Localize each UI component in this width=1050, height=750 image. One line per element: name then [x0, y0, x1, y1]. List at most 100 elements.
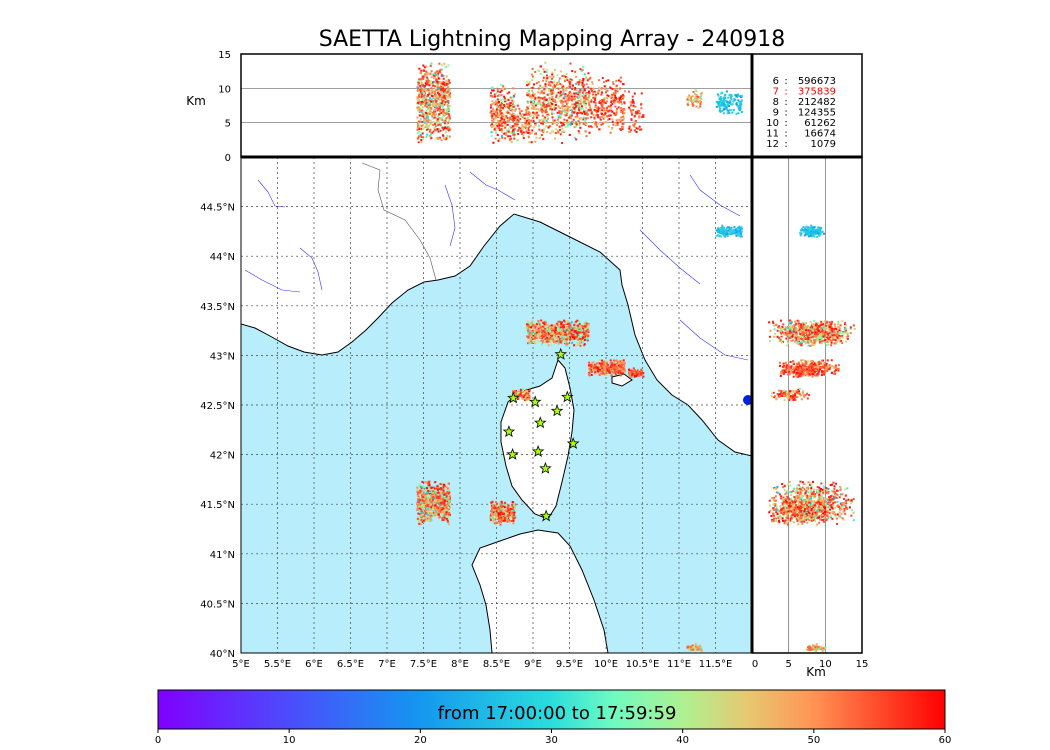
station-count-value: 375839 [798, 87, 836, 98]
station-count-label: 12 [766, 139, 779, 150]
cluster-genoa-east-alt-lat [799, 224, 826, 238]
top-ytick-label: 15 [218, 50, 231, 61]
marker-dot [743, 395, 752, 405]
cluster-corsica-west-alt-lon [489, 84, 517, 144]
map-gridlines [241, 157, 752, 653]
top-ytick-label: 10 [218, 84, 231, 95]
lon-tick-label: 6.5°E [337, 659, 364, 670]
altitude-lat-panel: 0 5 10 15 Km [751, 156, 869, 679]
lat-tick-labels: 40°N 40.5°N 41°N 41.5°N 42°N 42.5°N 43°N 43.5°N… [200, 203, 235, 660]
station-count-label: 7 [773, 87, 779, 98]
station-count-value: 212482 [798, 97, 836, 108]
colorbar-tick-label: 50 [807, 735, 820, 746]
cluster-ligurian-west-alt-lon [416, 62, 451, 144]
colorbar-tick-label: 40 [676, 735, 689, 746]
station-count-sep: : [784, 97, 787, 108]
cluster-cap-corse-north-alt-lon [525, 61, 590, 144]
lat-tick-label: 40.5°N [200, 599, 235, 610]
sensor-station-star [502, 425, 516, 438]
colorbar-label: from 17:00:00 to 17:59:59 [438, 703, 677, 724]
lon-tick-label: 7°E [378, 659, 396, 670]
station-count-label: 6 [773, 76, 779, 87]
sensor-station-star [554, 347, 568, 360]
sensor-station-star [507, 391, 520, 404]
top-ylabel: Km [186, 94, 206, 108]
chart-title: SAETTA Lightning Mapping Array - 240918 [319, 27, 786, 52]
lat-tick-label: 40°N [210, 649, 235, 660]
cluster-corsica-west-alt-lat [768, 500, 832, 526]
station-count-list: 6:5966737:3758398:2124829:12435510:61262… [766, 76, 836, 150]
lon-tick-label: 7.5°E [410, 659, 437, 670]
sardinia-land [471, 529, 609, 653]
cluster-capraia-east-alt-lon [587, 76, 626, 134]
sensor-station-star [566, 437, 580, 450]
right-xtick-label: 15 [856, 659, 869, 670]
lon-tick-label: 10.5°E [626, 659, 660, 670]
station-count-panel: 6:5966737:3758398:2124829:12435510:61262… [751, 53, 863, 158]
map-panel: 5°E 5.5°E 6°E 6.5°E 7°E 7.5°E 8°E 8.5°E 9°E 9.5°E… [200, 156, 753, 670]
rivers [244, 171, 749, 361]
sensor-station-star [528, 395, 542, 408]
lat-tick-label: 44°N [210, 252, 235, 263]
cluster-cap-corse-north [525, 319, 590, 347]
sensor-station-star [550, 404, 564, 417]
top-ytick-label: 5 [225, 119, 231, 130]
cluster-corsica-nw [511, 387, 531, 402]
colorbar-tick-label: 0 [155, 735, 161, 746]
colorbar-tick-label: 10 [283, 735, 296, 746]
colorbar-tick-label: 60 [939, 735, 952, 746]
right-xlabel: Km [806, 665, 826, 679]
sensor-station-star [506, 447, 519, 460]
station-count-sep: : [784, 87, 787, 98]
map-lightning-points [416, 224, 743, 653]
lat-tick-label: 41°N [210, 550, 235, 561]
station-count-sep: : [784, 129, 787, 140]
lat-tick-label: 43.5°N [200, 302, 235, 313]
top-gridlines [241, 87, 752, 124]
borders [361, 162, 437, 281]
lat-tick-label: 44.5°N [200, 203, 235, 214]
colorbar-ticks: 0 10 20 30 40 50 60 [155, 729, 952, 746]
top-lightning-points [416, 61, 743, 144]
right-xtick-label: 10 [819, 659, 832, 670]
lon-tick-label: 5°E [232, 659, 250, 670]
lon-tick-label: 8.5°E [483, 659, 510, 670]
station-count-label: 10 [766, 118, 779, 129]
sensor-station-star [539, 509, 553, 522]
cluster-corsica-west [489, 500, 517, 526]
lon-tick-labels: 5°E 5.5°E 6°E 6.5°E 7°E 7.5°E 8°E 8.5°E 9°E 9.5°E… [232, 659, 732, 670]
cluster-tyrrhenian-south-alt-lon [686, 89, 703, 110]
top-ytick-label: 0 [225, 153, 231, 164]
station-count-sep: : [784, 108, 787, 119]
lon-tick-label: 11°E [667, 659, 691, 670]
right-xtick-label: 5 [785, 659, 791, 670]
lat-tick-label: 42.5°N [200, 401, 235, 412]
right-lightning-points [768, 224, 856, 653]
lat-tick-label: 41.5°N [200, 500, 235, 511]
lon-tick-label: 9°E [524, 659, 542, 670]
sensor-station-star [561, 390, 574, 403]
lon-tick-label: 9.5°E [556, 659, 583, 670]
station-count-value: 596673 [798, 76, 836, 87]
cluster-tyrrhenian-south-alt-lat [805, 643, 827, 653]
right-gridlines [788, 157, 826, 653]
cluster-elba-alt-lat [779, 367, 825, 378]
station-count-value: 124355 [798, 108, 836, 119]
station-count-sep: : [784, 76, 787, 87]
lon-tick-label: 11.5°E [699, 659, 733, 670]
station-count-value: 61262 [804, 118, 836, 129]
colorbar-tick-label: 30 [545, 735, 558, 746]
cluster-genoa-east-alt-lon [715, 90, 743, 115]
right-xtick-label: 0 [752, 659, 758, 670]
sensor-station-star [539, 461, 552, 474]
top-yticks: 0 5 10 15 [218, 50, 231, 164]
sensor-station-star [534, 416, 547, 429]
station-count-value: 1079 [811, 139, 836, 150]
cluster-capraia-east [587, 359, 626, 377]
colorbar: from 17:00:00 to 17:59:59 0 10 20 30 40 50 60 [155, 689, 952, 746]
station-count-sep: : [784, 118, 787, 129]
sensor-station-star [531, 444, 545, 458]
colorbar-gradient [157, 689, 946, 730]
cluster-elba [627, 367, 645, 378]
